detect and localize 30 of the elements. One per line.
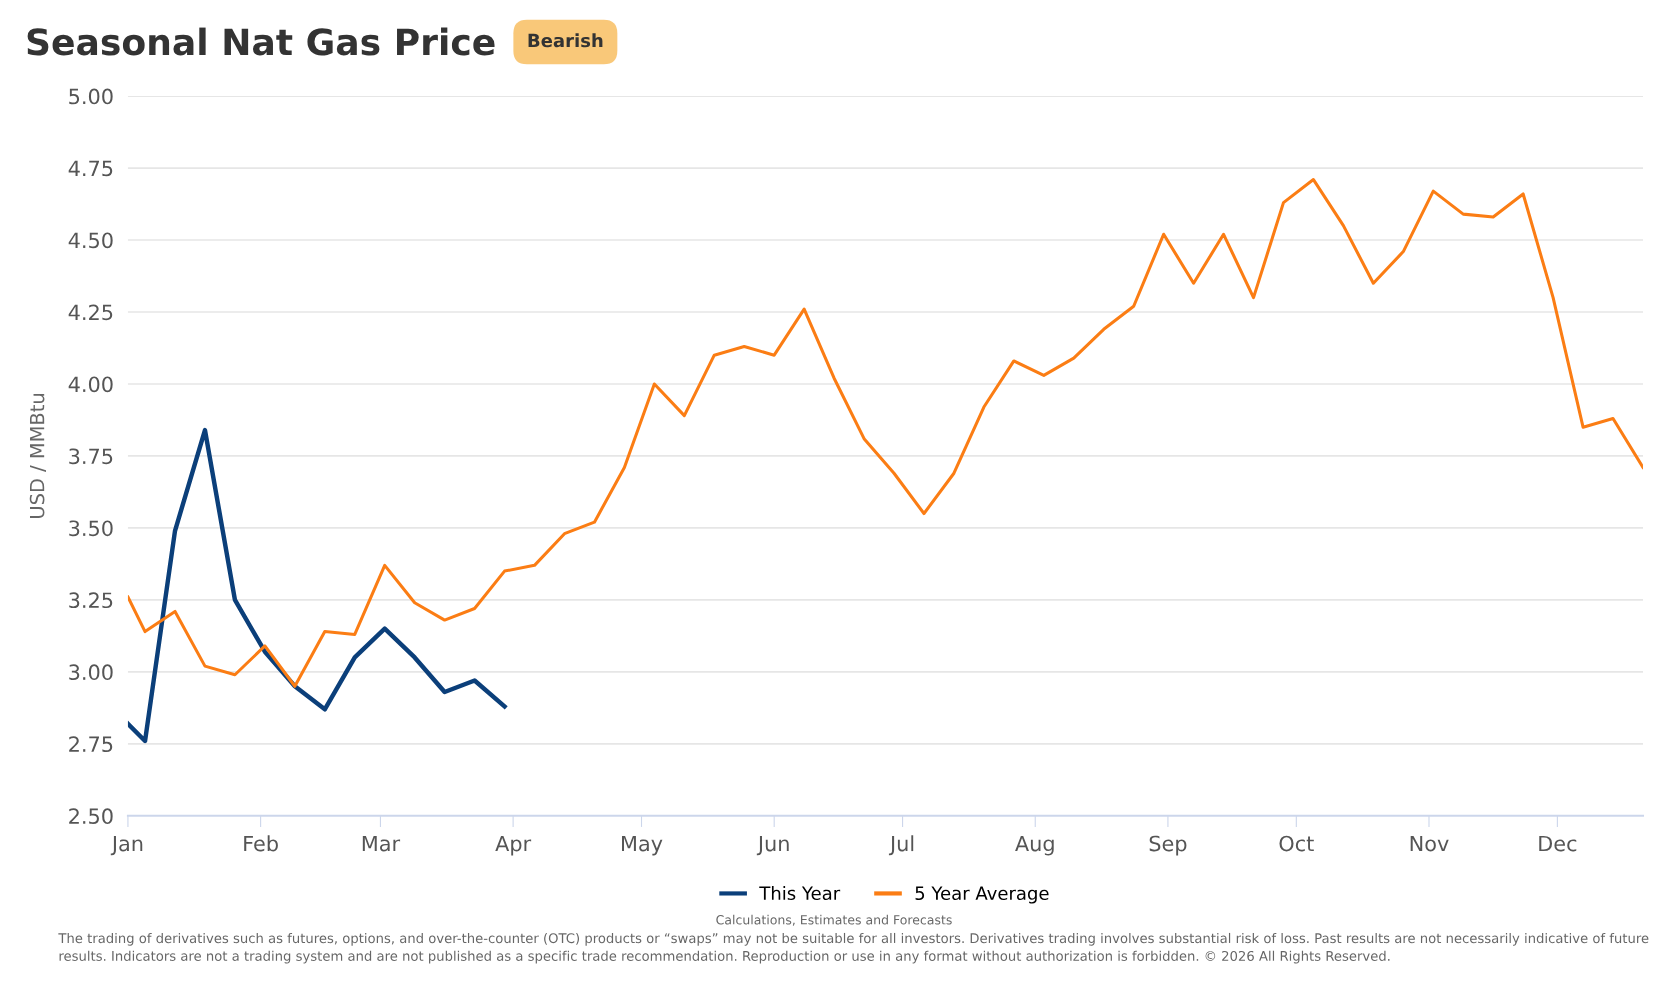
x-tick-label: May xyxy=(622,835,663,856)
x-tick-label: Jul xyxy=(888,835,914,856)
y-tick-label: 2.50 xyxy=(69,808,113,825)
x-tick-label: Jun xyxy=(756,835,789,856)
y-tick-label: 4.50 xyxy=(68,232,113,249)
x-tick-label: Jan xyxy=(110,835,143,856)
x-tick-label: Sep xyxy=(1149,835,1187,856)
chart-subtitle: Bearish xyxy=(528,33,603,48)
legend-label: This Year xyxy=(759,886,841,901)
y-tick-label: 4.25 xyxy=(68,304,113,321)
x-tick-label: Apr xyxy=(495,835,532,856)
x-tick-label: Dec xyxy=(1539,835,1577,852)
y-tick-label: 3.25 xyxy=(69,592,113,609)
x-tick-label: Nov xyxy=(1410,835,1449,852)
x-tick-label: Feb xyxy=(244,835,278,852)
legend-label: 5 Year Average xyxy=(915,886,1049,904)
y-tick-label: 5.00 xyxy=(69,88,113,105)
y-tick-label: 2.75 xyxy=(69,736,113,753)
text: Calculations, Estimates and Forecasts xyxy=(716,914,952,926)
text: The trading of derivatives such as futures, options, and over-the-counter (OTC) products or “swaps” may not be suitable for all investors. Derivatives trading involves substantial risk of loss. Past results are not necessarily indicative of future results. Indicators are not a trading system and are not published as a specific trade recommendation. Reproduction or use in any format without authorization is forbidden. © 2026 All Rights Reserved. xyxy=(58,932,1649,964)
y-tick-label: 3.75 xyxy=(69,448,113,465)
y-tick-label: 3.50 xyxy=(69,520,113,537)
y-tick-label: 4.75 xyxy=(68,160,113,177)
chart-title: Seasonal Nat Gas Price xyxy=(27,27,495,56)
x-tick-label: Aug xyxy=(1015,835,1054,856)
x-tick-label: Oct xyxy=(1279,835,1314,852)
y-tick-label: 4.00 xyxy=(68,376,113,393)
y-axis-title: USD / MMBtu xyxy=(29,394,46,518)
y-tick-label: 3.00 xyxy=(69,664,113,681)
x-tick-label: Mar xyxy=(362,835,401,852)
